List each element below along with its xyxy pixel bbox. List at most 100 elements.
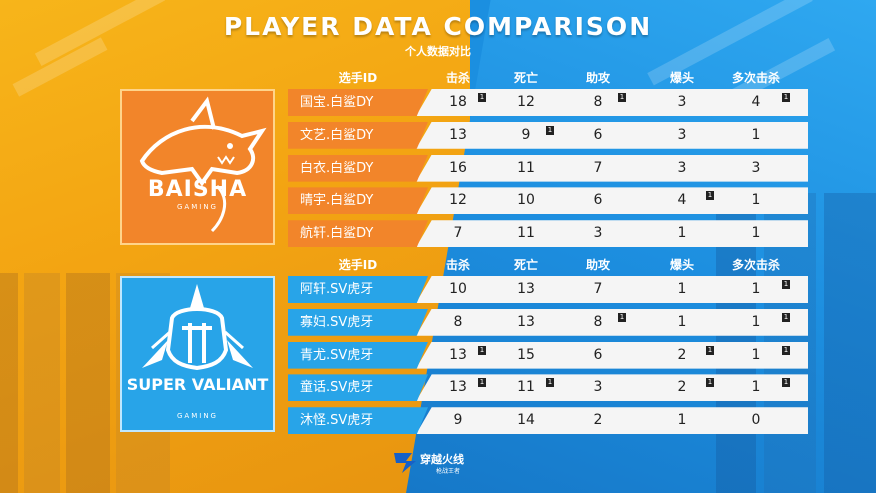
header-headshots: 爆头: [669, 71, 694, 85]
stat-multikills: 3: [751, 159, 761, 176]
page-title: PLAYER DATA COMPARISON: [223, 12, 653, 41]
header-assists: 助攻: [585, 258, 610, 272]
stat-deaths: 11: [517, 379, 535, 396]
stat-assists: 7: [593, 281, 603, 297]
best-stat-badge: 1: [618, 312, 626, 322]
header-multikills: 多次击杀: [731, 71, 780, 85]
best-stat-badge: 1: [546, 125, 554, 135]
stat-deaths: 11: [517, 159, 535, 176]
team-logo-super-valiant: SUPER VALIANT GAMING: [120, 276, 275, 432]
stat-assists: 8: [593, 313, 603, 330]
best-stat-badge: 1: [478, 378, 486, 388]
stat-assists: 3: [593, 225, 603, 242]
header-multikills: 多次击杀: [731, 258, 780, 272]
table-row: 国宝.白鲨DY 18 12 8 3 4 1 1 1: [288, 89, 808, 116]
player-id: 童话.SV虎牙: [288, 374, 428, 402]
table-header-super-valiant: 选手ID 击杀 死亡 助攻 爆头 多次击杀: [288, 254, 808, 274]
stat-kills: 12: [449, 192, 467, 209]
stat-headshots: 2: [677, 346, 687, 363]
header-headshots: 爆头: [669, 258, 694, 272]
player-id: 文艺.白鲨DY: [288, 121, 428, 149]
stat-headshots: 3: [677, 159, 687, 176]
best-stat-badge: 1: [782, 378, 790, 388]
stats-cell: [416, 154, 808, 182]
best-stat-badge: 1: [706, 345, 714, 355]
stat-deaths: 12: [517, 94, 535, 110]
stat-deaths: 10: [517, 192, 535, 209]
player-id: 青尤.SV虎牙: [288, 341, 428, 369]
best-stat-badge: 1: [706, 191, 714, 201]
player-id: 国宝.白鲨DY: [288, 89, 428, 116]
stat-kills: 9: [453, 412, 463, 429]
stats-cell: [416, 220, 808, 248]
stat-multikills: 0: [751, 412, 761, 429]
stat-assists: 2: [593, 412, 603, 429]
team-logo-baisha: BAISHA GAMING: [120, 89, 275, 245]
header-player-id: 选手ID: [338, 71, 378, 85]
stat-headshots: 3: [677, 94, 687, 110]
helmet-icon: [142, 284, 253, 371]
stat-kills: 10: [449, 281, 467, 297]
best-stat-badge: 1: [782, 280, 790, 289]
player-id: 寡妇.SV虎牙: [288, 308, 428, 336]
stats-cell: [416, 121, 808, 149]
team-name-baisha: BAISHA: [147, 177, 248, 202]
player-id: 阿轩.SV虎牙: [288, 276, 428, 303]
stat-deaths: 13: [517, 313, 535, 330]
stat-multikills: 1: [751, 192, 761, 209]
table-row: 晴宇.白鲨DY 12 10 6 4 1 1: [288, 187, 808, 215]
stat-kills: 13: [449, 346, 467, 363]
stats-cell: [416, 276, 808, 303]
best-stat-badge: 1: [782, 93, 790, 102]
table-header-baisha: 选手ID 击杀 死亡 助攻 爆头 多次击杀: [288, 67, 808, 87]
stats-cell: [416, 308, 808, 336]
stat-headshots: 3: [677, 126, 687, 143]
stat-kills: 13: [449, 379, 467, 396]
stat-deaths: 13: [517, 281, 535, 297]
table-row: 文艺.白鲨DY 13 9 6 3 1 1: [288, 121, 808, 149]
stat-deaths: 15: [517, 346, 535, 363]
stat-kills: 18: [449, 94, 467, 110]
header-deaths: 死亡: [513, 71, 538, 85]
best-stat-badge: 1: [782, 345, 790, 355]
stat-assists: 7: [593, 159, 603, 176]
stat-kills: 16: [449, 159, 467, 176]
table-row: 青尤.SV虎牙 13 15 6 2 1 1 1 1: [288, 341, 808, 369]
stat-headshots: 2: [677, 379, 687, 396]
team-subname-baisha: GAMING: [177, 203, 218, 211]
stat-multikills: 1: [751, 126, 761, 143]
stat-multikills: 1: [751, 379, 761, 396]
stat-deaths: 11: [517, 225, 535, 242]
best-stat-badge: 1: [478, 345, 486, 355]
header-kills: 击杀: [445, 258, 470, 272]
stat-multikills: 1: [751, 281, 761, 297]
stat-assists: 3: [593, 379, 603, 396]
table-row: 阿轩.SV虎牙 10 13 7 1 1 1: [288, 276, 808, 303]
header-deaths: 死亡: [513, 258, 538, 272]
stat-assists: 8: [593, 94, 603, 110]
page-subtitle: 个人数据对比: [405, 45, 471, 58]
stat-deaths: 9: [521, 126, 531, 143]
stat-kills: 13: [449, 126, 467, 143]
stat-assists: 6: [593, 192, 603, 209]
best-stat-badge: 1: [782, 312, 790, 322]
shark-icon: [139, 96, 267, 233]
stat-multikills: 1: [751, 346, 761, 363]
team-name-super-valiant: SUPER VALIANT: [126, 375, 269, 394]
stat-multikills: 4: [751, 94, 761, 110]
stat-multikills: 1: [751, 225, 761, 242]
player-id: 航轩.白鲨DY: [288, 220, 428, 248]
best-stat-badge: 1: [546, 378, 554, 388]
footer-brand: 穿越火线: [420, 452, 464, 466]
team-subname-super-valiant: GAMING: [177, 412, 218, 420]
stat-headshots: 1: [677, 281, 687, 297]
header-assists: 助攻: [585, 71, 610, 85]
header-player-id: 选手ID: [338, 258, 378, 272]
stat-headshots: 1: [677, 412, 687, 429]
stat-headshots: 4: [677, 192, 687, 209]
header-kills: 击杀: [445, 71, 470, 85]
player-id: 沐怪.SV虎牙: [288, 407, 428, 435]
stat-multikills: 1: [751, 313, 761, 330]
table-row: 白衣.白鲨DY 16 11 7 3 3: [288, 154, 808, 182]
stat-headshots: 1: [677, 313, 687, 330]
